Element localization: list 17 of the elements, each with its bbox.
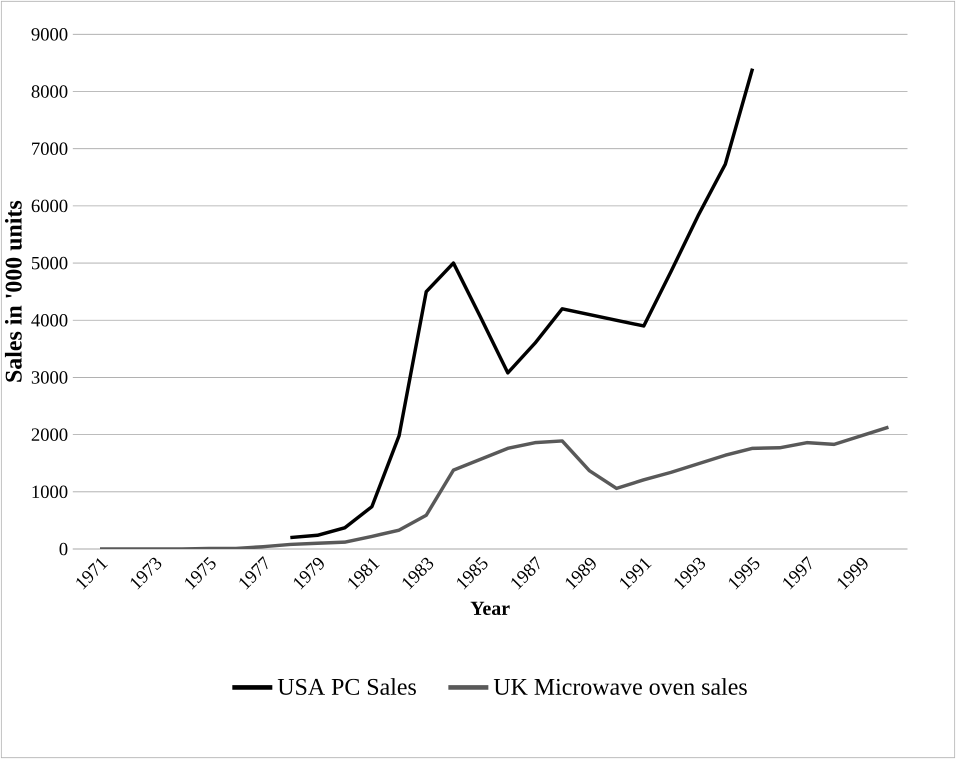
x-tick-label: 1991 [620,558,652,590]
x-axis-title: Year [470,602,510,615]
x-tick-label: 1981 [348,558,380,590]
y-tick-label: 8000 [32,85,68,98]
y-tick-label: 7000 [32,142,68,155]
y-tick-label: 1000 [32,486,68,498]
y-tick-label: 5000 [32,256,68,270]
x-tick-label: 1971 [76,558,108,590]
y-tick-label: 6000 [32,200,68,212]
y-tick-label: 9000 [32,28,68,41]
legend-label: UK Microwave oven sales [494,678,747,695]
y-axis-title: Sales in '000 units [4,200,22,382]
y-tick-label: 4000 [31,314,68,327]
legend-label: USA PC Sales [278,678,416,695]
y-tick-label: 3000 [32,371,68,384]
y-tick-label: 2000 [32,428,68,441]
y-tick-label: 0 [60,542,68,556]
